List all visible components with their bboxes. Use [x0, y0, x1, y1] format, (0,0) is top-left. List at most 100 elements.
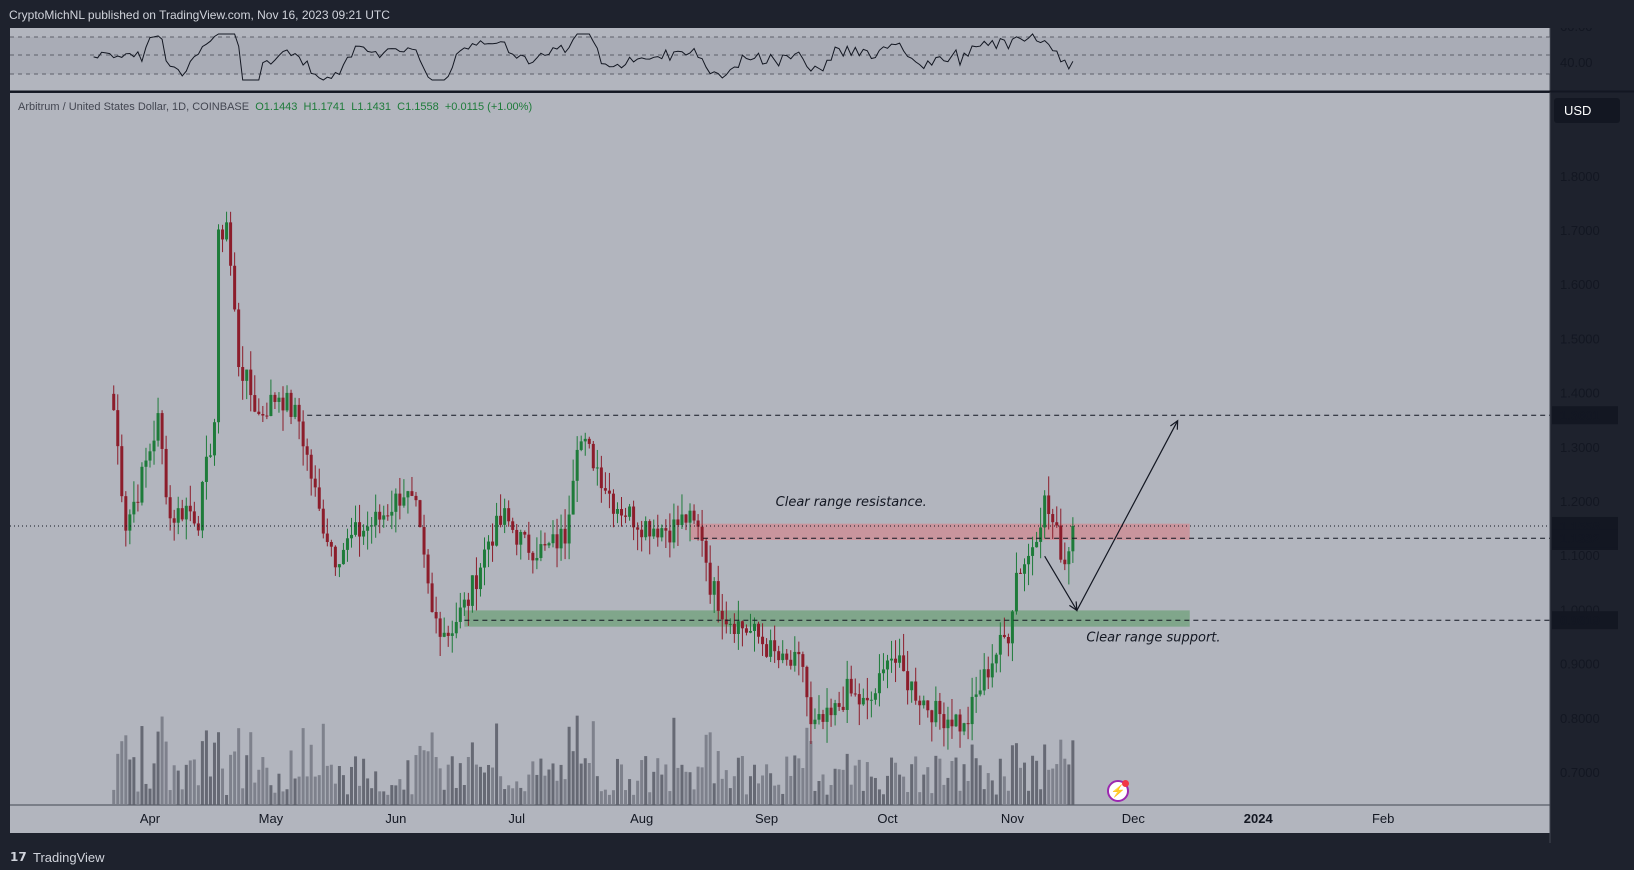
candle[interactable] — [531, 551, 535, 574]
candle[interactable] — [422, 514, 426, 568]
candle[interactable] — [301, 410, 305, 466]
candle[interactable] — [225, 211, 229, 242]
candle[interactable] — [773, 625, 777, 663]
candle[interactable] — [938, 692, 942, 730]
candle[interactable] — [978, 669, 982, 697]
candle[interactable] — [116, 394, 120, 465]
candle[interactable] — [305, 438, 309, 471]
candle[interactable] — [591, 441, 595, 471]
candle[interactable] — [547, 541, 551, 549]
candle[interactable] — [1059, 508, 1063, 563]
candle[interactable] — [736, 600, 740, 650]
candle[interactable] — [918, 695, 922, 725]
candle[interactable] — [922, 695, 926, 709]
candle[interactable] — [885, 654, 889, 689]
candle[interactable] — [482, 537, 486, 586]
candle[interactable] — [523, 530, 527, 539]
candle[interactable] — [539, 530, 543, 562]
candle[interactable] — [765, 638, 769, 658]
candle[interactable] — [293, 397, 297, 420]
candle[interactable] — [188, 485, 192, 522]
candle[interactable] — [845, 660, 849, 724]
candle[interactable] — [777, 645, 781, 669]
candle[interactable] — [491, 523, 495, 562]
candle[interactable] — [394, 488, 398, 533]
candle[interactable] — [708, 545, 712, 604]
candle[interactable] — [325, 518, 329, 547]
candle[interactable] — [176, 496, 180, 535]
candle[interactable] — [470, 575, 474, 613]
candle[interactable] — [930, 709, 934, 742]
candle[interactable] — [954, 713, 958, 727]
candle[interactable] — [873, 688, 877, 705]
candle[interactable] — [414, 491, 418, 507]
candle[interactable] — [648, 519, 652, 555]
candle[interactable] — [192, 501, 196, 526]
candle[interactable] — [152, 420, 156, 465]
candle[interactable] — [418, 499, 422, 528]
candle[interactable] — [257, 398, 261, 416]
candle[interactable] — [716, 565, 720, 623]
candle[interactable] — [615, 502, 619, 524]
candle[interactable] — [487, 535, 491, 568]
candle[interactable] — [366, 511, 370, 550]
candle[interactable] — [946, 706, 950, 750]
candle[interactable] — [906, 651, 910, 705]
candle[interactable] — [660, 524, 664, 542]
candle[interactable] — [458, 592, 462, 629]
candle[interactable] — [692, 504, 696, 524]
candle[interactable] — [382, 505, 386, 528]
candle[interactable] — [990, 644, 994, 688]
candle[interactable] — [797, 641, 801, 676]
candle[interactable] — [865, 677, 869, 720]
candle[interactable] — [297, 398, 301, 440]
candle[interactable] — [168, 485, 172, 531]
candle[interactable] — [1043, 490, 1047, 539]
currency-button[interactable]: USD — [1554, 98, 1620, 123]
candle[interactable] — [571, 459, 575, 515]
candle[interactable] — [672, 503, 676, 549]
candle[interactable] — [386, 504, 390, 521]
candle[interactable] — [587, 436, 591, 449]
candle[interactable] — [1035, 531, 1039, 548]
candle[interactable] — [732, 613, 736, 643]
candle[interactable] — [519, 529, 523, 560]
candle[interactable] — [962, 722, 966, 736]
candle[interactable] — [208, 443, 212, 458]
candle[interactable] — [495, 502, 499, 547]
price-axis[interactable]: 1.8000 1.7000 1.6000 1.5000 1.4000 1.3000 1.20… — [1552, 28, 1618, 780]
candle[interactable] — [607, 472, 611, 509]
candle[interactable] — [877, 654, 881, 707]
candle[interactable] — [136, 484, 140, 512]
candle[interactable] — [229, 211, 233, 276]
candle[interactable] — [769, 629, 773, 663]
candle[interactable] — [217, 224, 221, 434]
candle[interactable] — [273, 392, 277, 410]
candle[interactable] — [986, 656, 990, 690]
candle[interactable] — [624, 507, 628, 524]
candle[interactable] — [575, 436, 579, 502]
candle[interactable] — [1039, 507, 1043, 559]
candle[interactable] — [354, 505, 358, 537]
candle[interactable] — [744, 624, 748, 636]
candle[interactable] — [503, 498, 507, 534]
candle[interactable] — [696, 514, 700, 541]
candle[interactable] — [785, 648, 789, 666]
candle[interactable] — [789, 650, 793, 670]
candle[interactable] — [390, 490, 394, 530]
candle[interactable] — [994, 652, 998, 673]
candle[interactable] — [974, 676, 978, 713]
candle[interactable] — [140, 462, 144, 506]
candle[interactable] — [285, 385, 289, 413]
candle[interactable] — [1047, 476, 1051, 530]
candle[interactable] — [958, 709, 962, 748]
candle[interactable] — [204, 435, 208, 500]
candle[interactable] — [474, 557, 478, 611]
candle[interactable] — [595, 449, 599, 486]
candle[interactable] — [333, 545, 337, 576]
candle[interactable] — [728, 618, 732, 634]
candle[interactable] — [1002, 617, 1006, 639]
candle[interactable] — [668, 513, 672, 558]
candle[interactable] — [881, 653, 885, 681]
candle[interactable] — [269, 379, 273, 417]
